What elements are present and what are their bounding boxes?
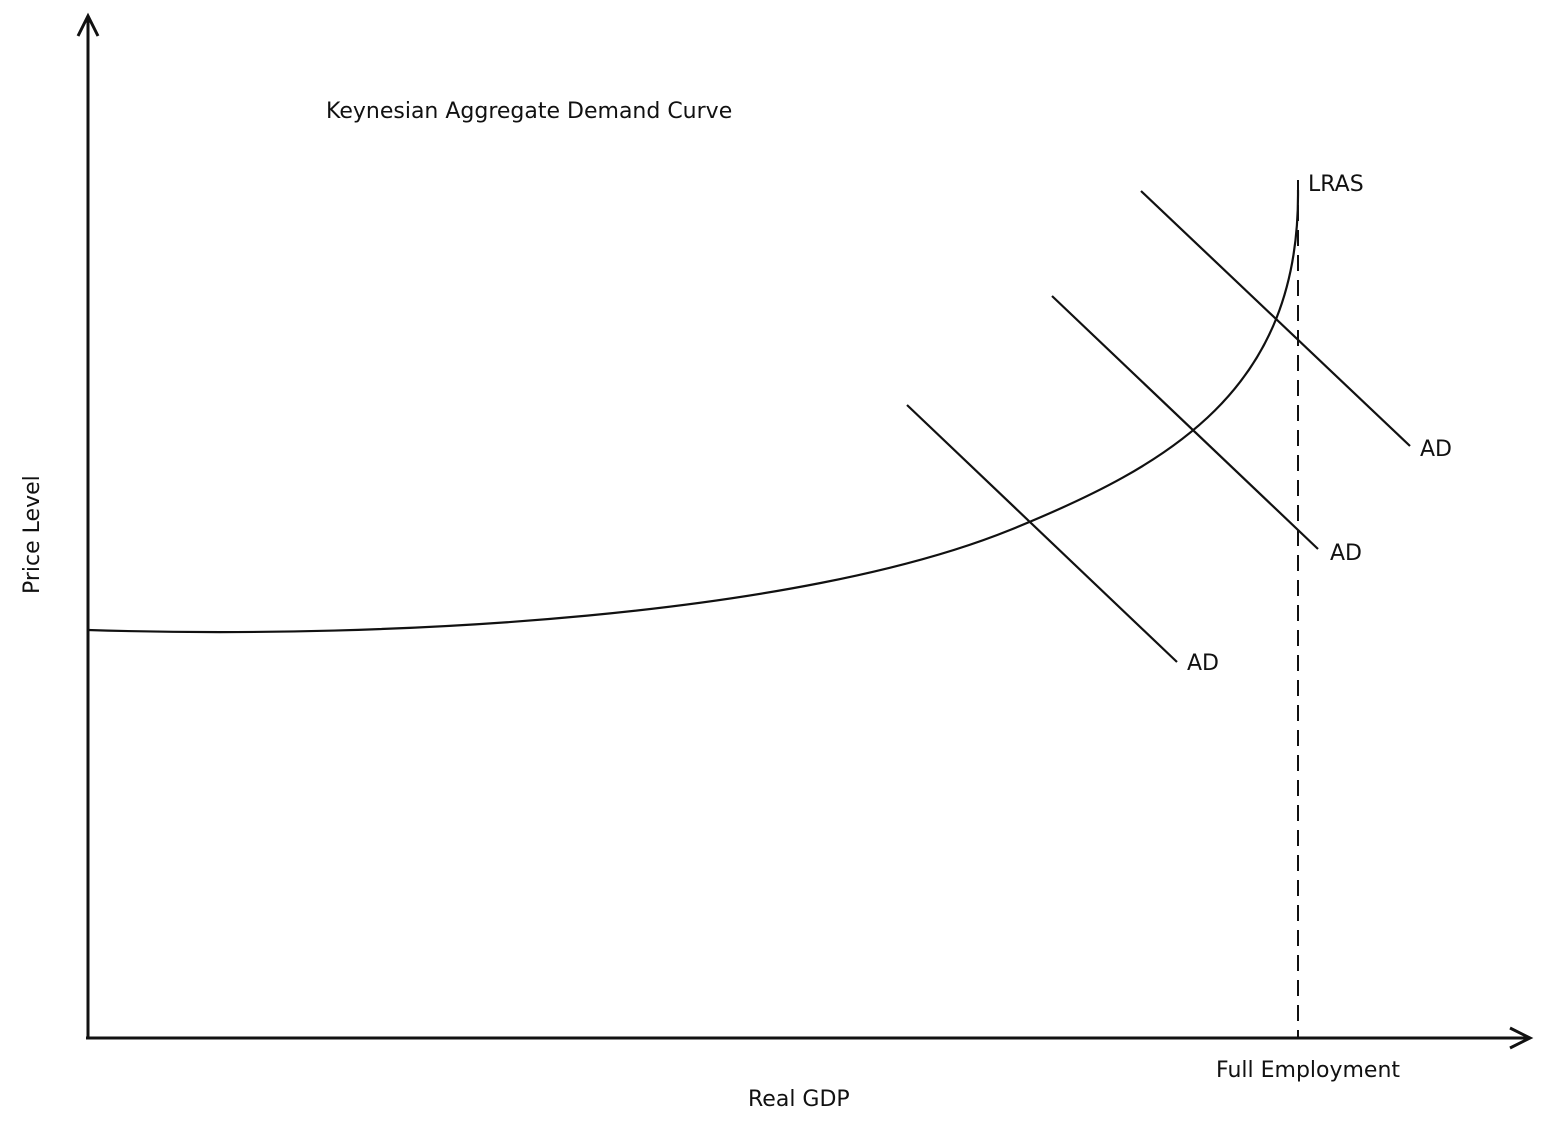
ad-label-1: AD xyxy=(1187,651,1219,676)
ad-curve-3 xyxy=(1140,190,1411,447)
full-employment-label: Full Employment xyxy=(1216,1058,1400,1083)
ad-label-2: AD xyxy=(1330,541,1362,566)
y-axis-arrowhead xyxy=(76,12,100,37)
diagram-title: Keynesian Aggregate Demand Curve xyxy=(326,99,732,124)
axes xyxy=(76,12,1534,1050)
ad-curve-1 xyxy=(906,404,1178,663)
keynesian-aggregate-supply-curve xyxy=(87,189,1300,634)
x-axis-label: Real GDP xyxy=(748,1087,850,1112)
y-axis-label: Price Level xyxy=(20,475,45,594)
ad-curve-2 xyxy=(1051,295,1319,550)
ad-label-3: AD xyxy=(1420,437,1452,462)
x-axis-arrowhead xyxy=(1509,1026,1534,1050)
lras-label: LRAS xyxy=(1308,172,1364,197)
